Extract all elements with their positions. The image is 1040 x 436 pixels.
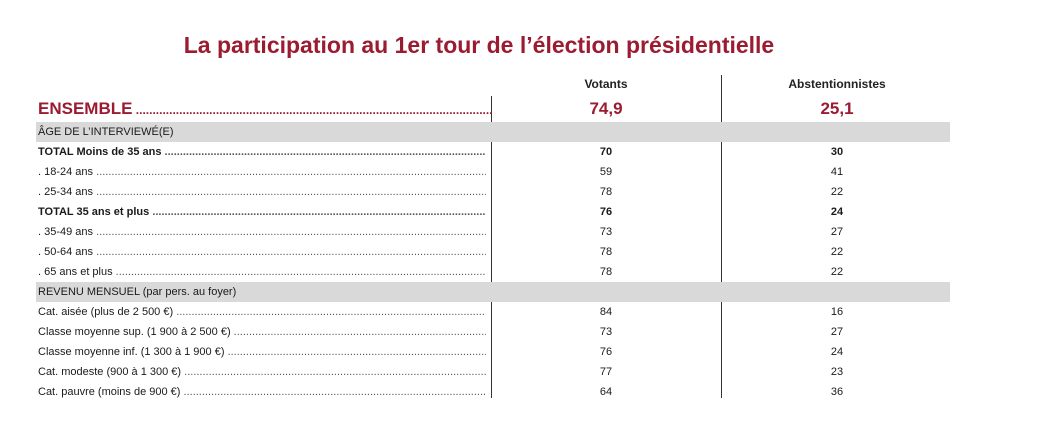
table-row: Classe moyenne inf. (1 300 à 1 900 €) 76 2… bbox=[36, 342, 950, 362]
page-title: La participation au 1er tour de l’électi… bbox=[183, 32, 775, 58]
table-row: Cat. modeste (900 à 1 300 €) 77 23 bbox=[36, 362, 950, 382]
column-divider-left bbox=[491, 96, 492, 398]
row-abstentionnistes: 23 bbox=[830, 366, 844, 378]
row-abstentionnistes: 24 bbox=[830, 346, 844, 358]
row-votants: 78 bbox=[599, 246, 613, 258]
table-row: Cat. pauvre (moins de 900 €) 64 36 bbox=[36, 382, 950, 402]
row-label: . 18-24 ans bbox=[38, 162, 486, 182]
row-votants: 78 bbox=[599, 186, 613, 198]
column-header-votants: Votants bbox=[584, 77, 628, 91]
row-label: TOTAL Moins de 35 ans bbox=[38, 142, 486, 162]
row-abstentionnistes: 30 bbox=[830, 146, 844, 158]
table-row: TOTAL Moins de 35 ans 70 30 bbox=[36, 142, 950, 162]
section-heading-row: REVENU MENSUEL (par pers. au foyer) bbox=[36, 282, 950, 302]
row-label: . 50-64 ans bbox=[38, 242, 486, 262]
row-label: Cat. pauvre (moins de 900 €) bbox=[38, 382, 486, 402]
row-abstentionnistes: 27 bbox=[830, 326, 844, 338]
row-label: Classe moyenne inf. (1 300 à 1 900 €) bbox=[38, 342, 486, 362]
section-heading: ÂGE DE L’INTERVIEWÉ(E) bbox=[38, 126, 174, 138]
row-votants: 73 bbox=[599, 326, 613, 338]
row-votants: 84 bbox=[599, 306, 613, 318]
row-votants: 76 bbox=[599, 206, 613, 218]
table-row: . 18-24 ans 59 41 bbox=[36, 162, 950, 182]
row-votants: 64 bbox=[599, 386, 613, 398]
row-votants: 78 bbox=[599, 266, 613, 278]
row-label: Cat. aisée (plus de 2 500 €) bbox=[38, 302, 486, 322]
row-votants: 73 bbox=[599, 226, 613, 238]
section-heading-row: ÂGE DE L’INTERVIEWÉ(E) bbox=[36, 122, 950, 142]
ensemble-abstentionnistes: 25,1 bbox=[820, 99, 854, 118]
table-row: Cat. aisée (plus de 2 500 €) 84 16 bbox=[36, 302, 950, 322]
row-label: . 25-34 ans bbox=[38, 182, 486, 202]
row-abstentionnistes: 22 bbox=[830, 186, 844, 198]
ensemble-row: ENSEMBLE 74,9 25,1 bbox=[36, 97, 950, 121]
row-abstentionnistes: 22 bbox=[830, 246, 844, 258]
column-divider-right bbox=[721, 75, 722, 398]
row-label: Classe moyenne sup. (1 900 à 2 500 €) bbox=[38, 322, 486, 342]
table-row: . 50-64 ans 78 22 bbox=[36, 242, 950, 262]
ensemble-votants: 74,9 bbox=[589, 99, 623, 118]
table-row: . 25-34 ans 78 22 bbox=[36, 182, 950, 202]
row-abstentionnistes: 22 bbox=[830, 266, 844, 278]
table-row: . 35-49 ans 73 27 bbox=[36, 222, 950, 242]
row-votants: 77 bbox=[599, 366, 613, 378]
row-votants: 70 bbox=[599, 146, 613, 158]
row-abstentionnistes: 27 bbox=[830, 226, 844, 238]
row-abstentionnistes: 16 bbox=[830, 306, 844, 318]
table-row: . 65 ans et plus 78 22 bbox=[36, 262, 950, 282]
row-label: . 35-49 ans bbox=[38, 222, 486, 242]
row-abstentionnistes: 36 bbox=[830, 386, 844, 398]
row-label: TOTAL 35 ans et plus bbox=[38, 202, 486, 222]
row-votants: 76 bbox=[599, 346, 613, 358]
table-row: TOTAL 35 ans et plus 76 24 bbox=[36, 202, 950, 222]
row-abstentionnistes: 41 bbox=[830, 166, 844, 178]
column-header-abstentionnistes: Abstentionnistes bbox=[788, 77, 886, 91]
row-label: . 65 ans et plus bbox=[38, 262, 486, 282]
section-heading: REVENU MENSUEL (par pers. au foyer) bbox=[38, 286, 237, 298]
table-row: Classe moyenne sup. (1 900 à 2 500 €) 73 2… bbox=[36, 322, 950, 342]
row-abstentionnistes: 24 bbox=[830, 206, 844, 218]
row-votants: 59 bbox=[599, 166, 613, 178]
row-label: Cat. modeste (900 à 1 300 €) bbox=[38, 362, 486, 382]
ensemble-label: ENSEMBLE bbox=[38, 97, 492, 121]
